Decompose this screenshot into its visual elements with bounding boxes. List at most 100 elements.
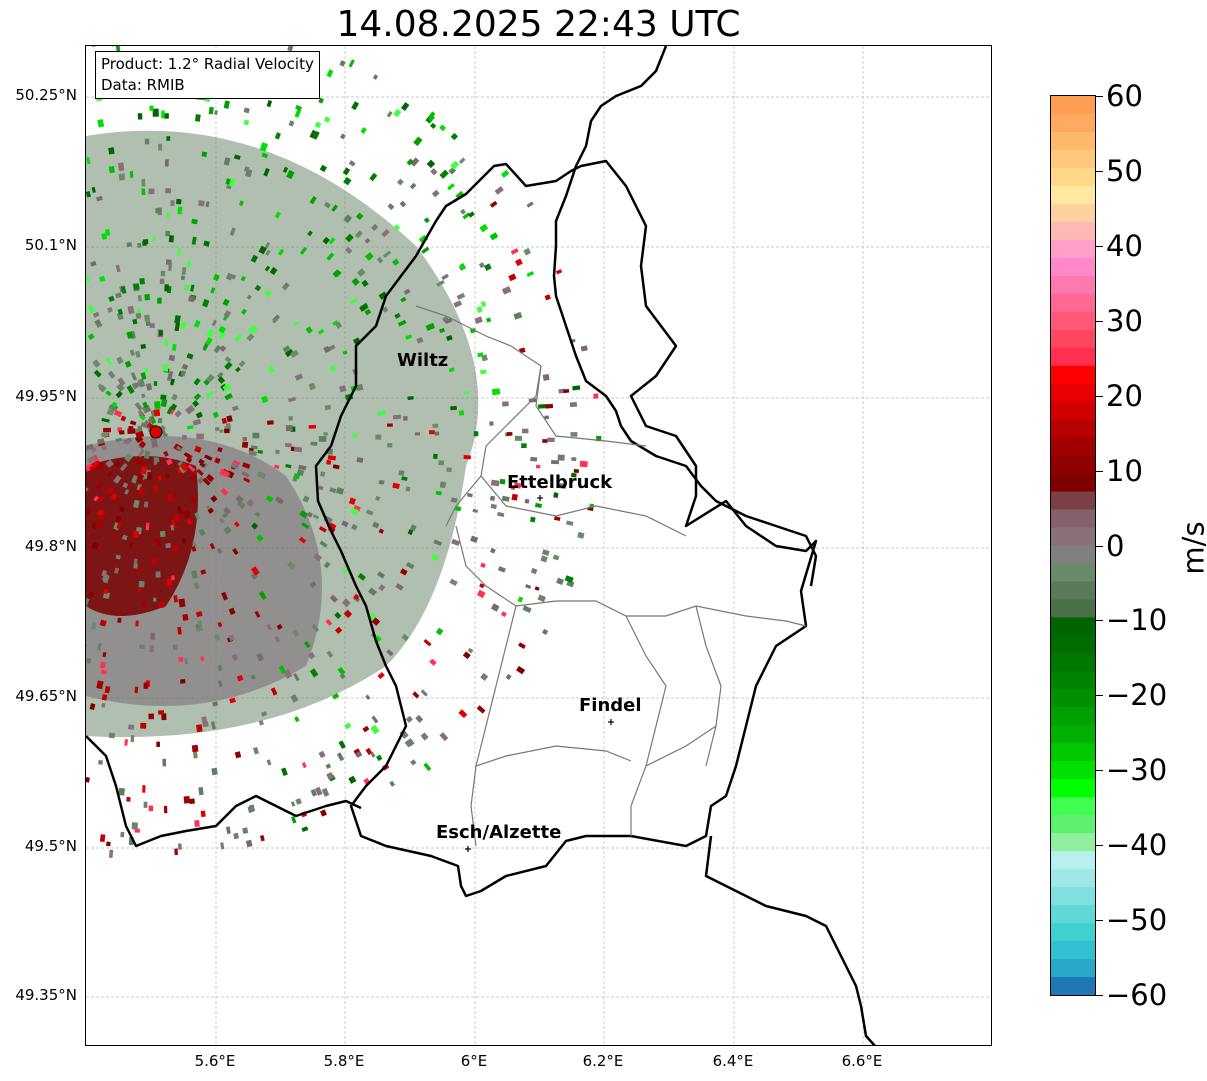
echo-pixel: [250, 566, 260, 576]
echo-pixel: [190, 474, 197, 481]
echo-pixel: [334, 611, 342, 619]
echo-pixel: [351, 523, 358, 531]
echo-pixel: [413, 136, 423, 147]
echo-pixel: [427, 111, 436, 120]
colorbar-segment: [1051, 257, 1095, 277]
echo-pixel: [259, 142, 268, 152]
echo-pixel: [218, 325, 227, 334]
echo-pixel: [143, 801, 148, 808]
echo-pixel: [127, 305, 135, 315]
echo-pixel: [117, 308, 124, 315]
echo-pixel: [306, 511, 314, 518]
echo-pixel: [483, 263, 492, 271]
echo-pixel: [171, 343, 177, 351]
echo-pixel: [174, 410, 182, 418]
echo-pixel: [101, 432, 109, 438]
echo-pixel: [345, 233, 354, 243]
echo-pixel: [223, 506, 232, 515]
echo-pixel: [511, 493, 518, 501]
echo-pixel: [164, 284, 169, 292]
colorbar-segment: [1051, 869, 1095, 888]
echo-pixel: [232, 548, 239, 556]
echo-pixel: [86, 463, 94, 472]
echo-pixel: [108, 404, 117, 412]
echo-pixel: [191, 546, 197, 552]
echo-pixel: [192, 750, 198, 759]
echo-pixel: [196, 626, 204, 633]
colorbar-tick-label: 20: [1106, 378, 1143, 413]
colorbar-segment: [1051, 491, 1095, 511]
echo-pixel: [441, 273, 449, 281]
echo-pixel: [192, 418, 202, 426]
lon-tick-label: 6.6°E: [841, 1052, 883, 1070]
lat-tick-label: 49.95°N: [15, 387, 77, 405]
echo-pixel: [127, 428, 136, 435]
echo-pixel: [177, 248, 182, 256]
echo-pixel: [218, 331, 226, 340]
radar-map[interactable]: Wiltz Ettelbruck Findel Esch/Alzette: [85, 45, 992, 1046]
echo-pixel: [183, 284, 190, 291]
echo-pixel: [151, 558, 157, 565]
echo-pixel: [101, 694, 108, 701]
echo-pixel: [214, 634, 221, 641]
echo-pixel: [193, 377, 201, 386]
echo-pixel: [281, 282, 290, 291]
echo-pixel: [194, 320, 201, 328]
echo-pixel: [133, 563, 138, 569]
echo-pixel: [307, 652, 316, 660]
echo-pixel: [335, 321, 343, 329]
echo-pixel: [205, 201, 210, 208]
echo-pixel: [220, 488, 229, 496]
colorbar-segment: [1051, 221, 1095, 241]
echo-pixel: [369, 172, 378, 182]
echo-pixel: [128, 724, 135, 730]
echo-pixel: [332, 692, 340, 700]
echo-pixel: [516, 665, 526, 675]
echo-pixel: [141, 406, 148, 414]
echo-pixel: [158, 143, 163, 151]
echo-pixel: [350, 507, 359, 516]
echo-pixel: [407, 529, 414, 536]
echo-pixel: [455, 190, 464, 199]
echo-pixel: [564, 575, 574, 583]
lon-tick-label: 6°E: [460, 1052, 488, 1070]
lon-tick-label: 5.8°E: [323, 1052, 365, 1070]
echo-pixel: [293, 673, 300, 682]
map-title: 14.08.2025 22:43 UTC: [336, 4, 741, 45]
echo-pixel: [245, 839, 253, 848]
echo-pixel: [86, 471, 88, 480]
echo-pixel: [434, 431, 440, 436]
echo-pixel: [116, 383, 125, 392]
echo-pixel: [202, 477, 211, 486]
colorbar-tick-label: −10: [1106, 603, 1168, 638]
echo-pixel: [135, 620, 139, 627]
echo-pixel: [435, 490, 442, 496]
colorbar: [1050, 95, 1096, 996]
echo-pixel: [140, 422, 148, 429]
echo-pixel: [247, 806, 254, 814]
echo-pixel: [141, 178, 146, 187]
echo-pixel: [513, 311, 523, 320]
colorbar-segment: [1051, 293, 1095, 313]
echo-pixel: [174, 322, 180, 332]
echo-pixel: [158, 601, 165, 608]
echo-pixel: [256, 471, 267, 479]
echo-pixel: [104, 686, 111, 694]
echo-pixel: [270, 687, 278, 696]
echo-pixel: [398, 470, 405, 476]
echo-pixel: [133, 382, 140, 389]
echo-pixel: [235, 366, 241, 373]
echo-pixel: [98, 759, 104, 765]
colorbar-segment: [1051, 743, 1095, 762]
echo-pixel: [392, 482, 400, 489]
echo-pixel: [376, 571, 386, 579]
echo-pixel: [115, 46, 121, 52]
echo-pixel: [161, 110, 165, 119]
echo-pixel: [100, 669, 107, 675]
echo-pixel: [119, 430, 125, 435]
echo-pixel: [497, 566, 506, 573]
echo-pixel: [216, 371, 224, 379]
echo-pixel: [126, 331, 134, 339]
echo-pixel: [343, 609, 353, 619]
echo-pixel: [93, 369, 102, 378]
